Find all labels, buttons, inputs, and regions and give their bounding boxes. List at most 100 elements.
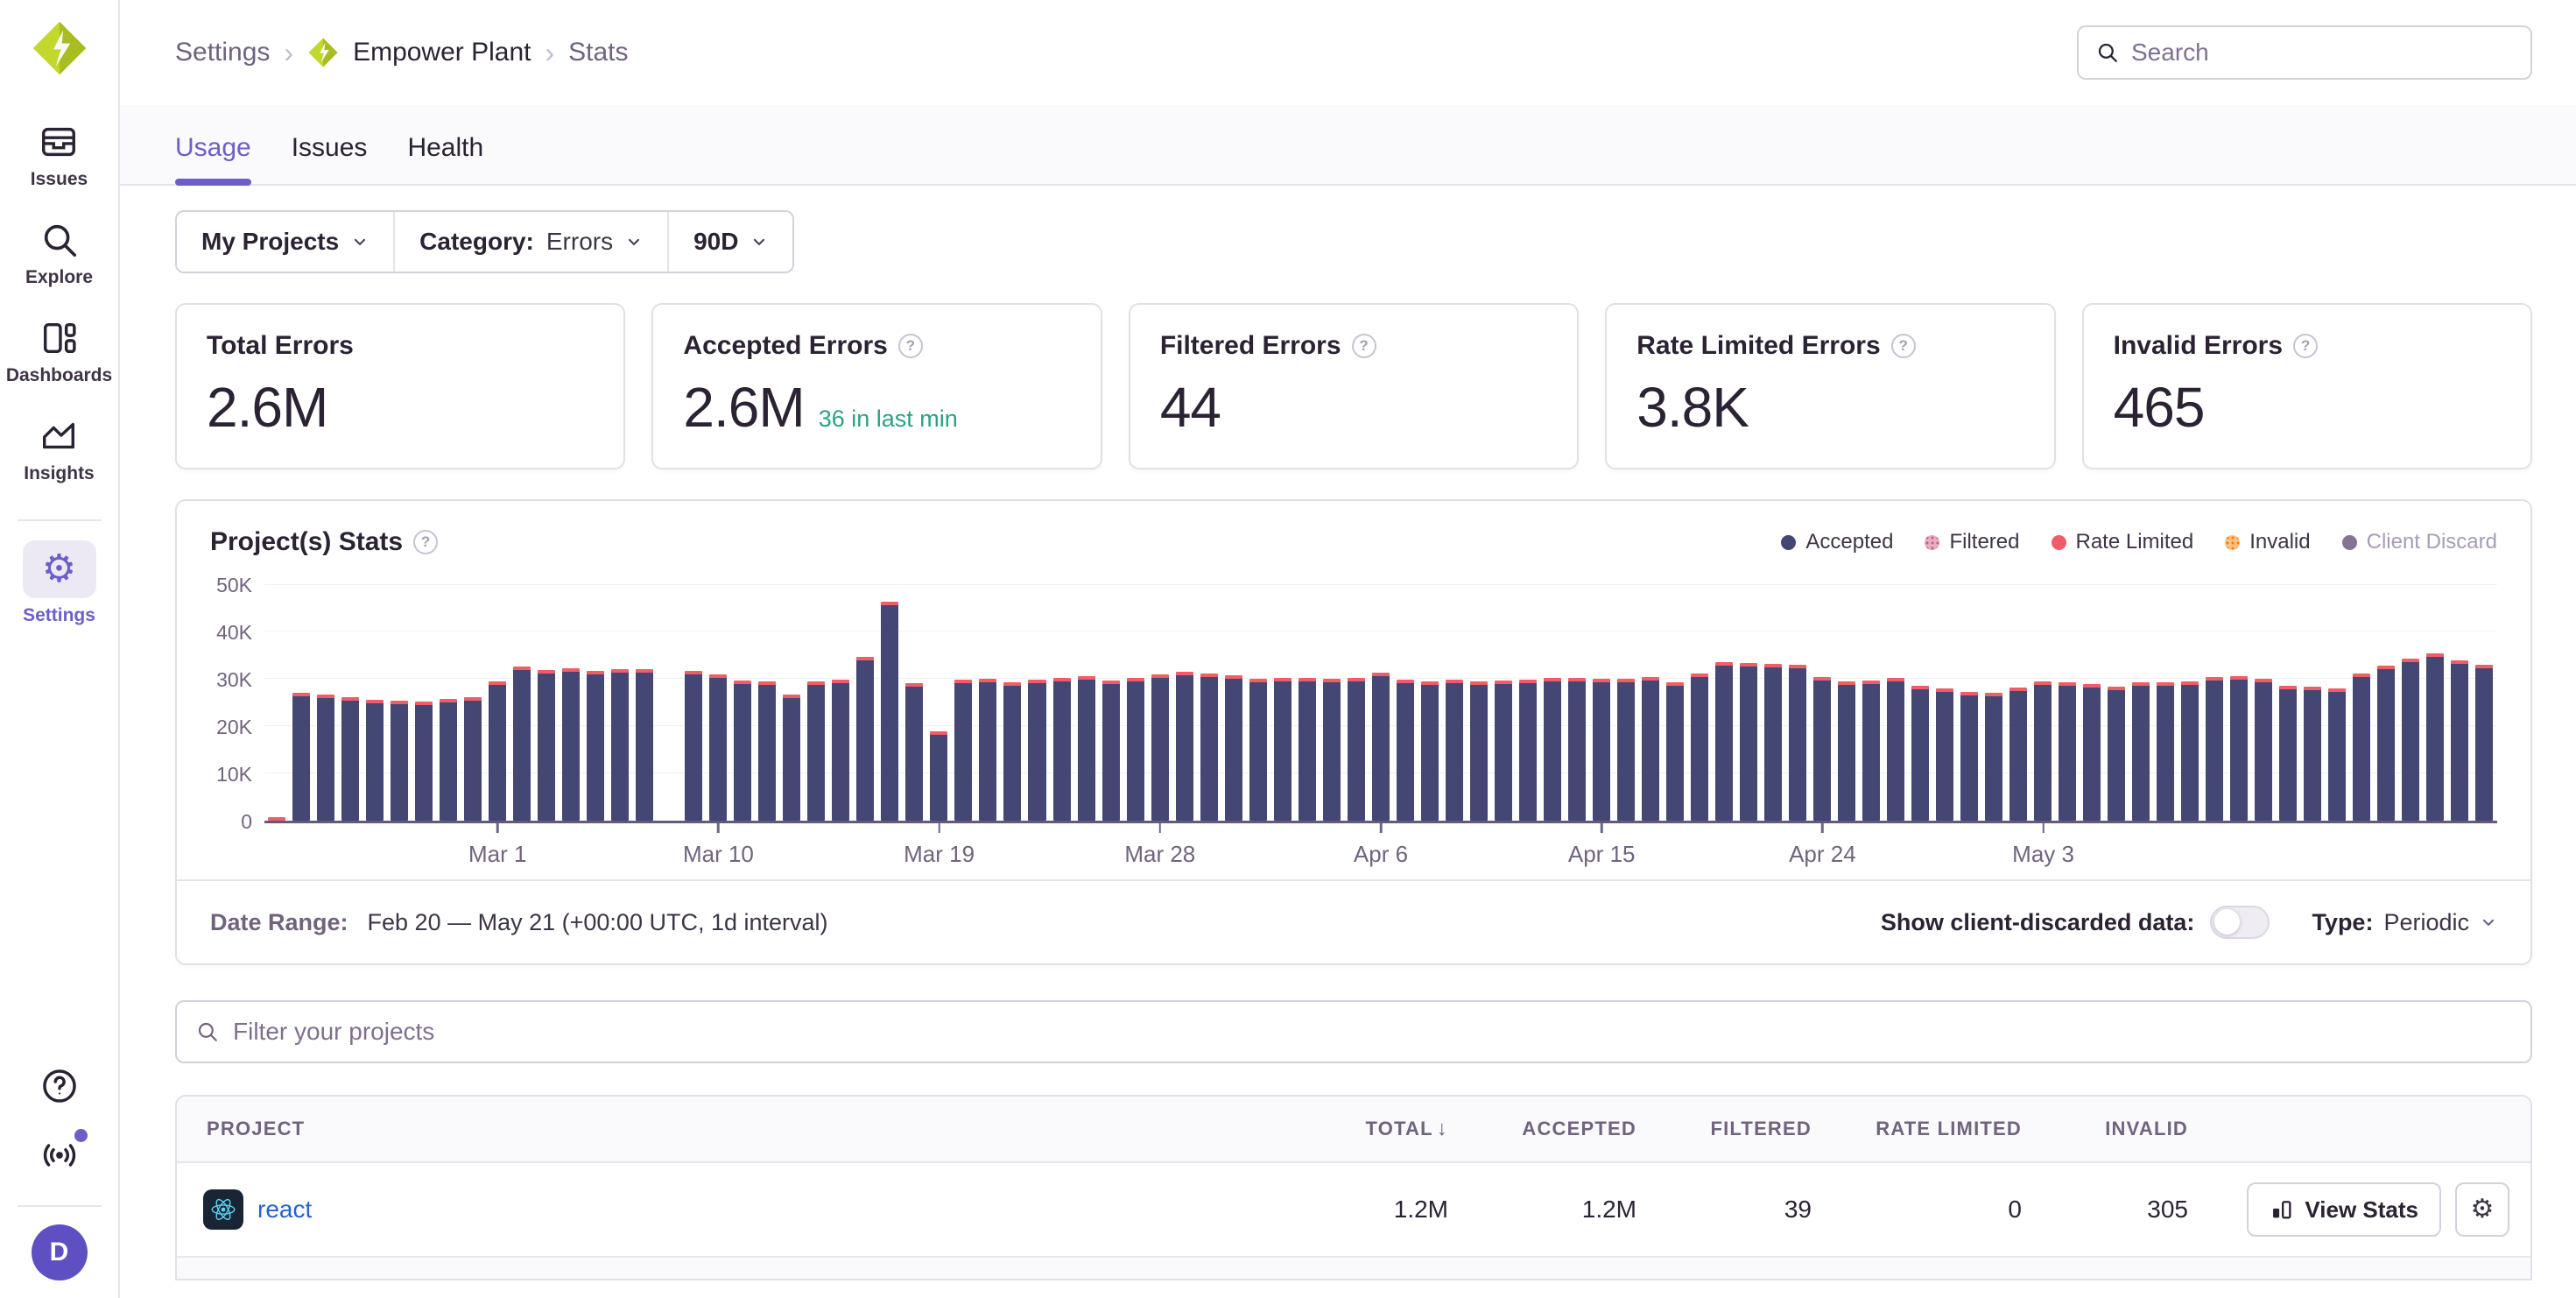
chart-bar [758,681,777,821]
column-header-filtered[interactable]: FILTERED [1710,1118,1812,1139]
stat-card-total-errors: Total Errors 2.6M [175,303,626,469]
avatar[interactable]: D [31,1224,88,1280]
cell-rate-limited: 0 [2008,1196,2022,1223]
info-icon[interactable]: ? [2293,334,2319,358]
info-icon[interactable]: ? [897,334,923,358]
chart-bar [2157,682,2175,821]
dashboards-icon [43,322,76,354]
chart-bar [1151,674,1169,821]
info-icon[interactable]: ? [413,530,439,554]
chart-bar [1371,673,1390,821]
type-label: Type: [2312,908,2374,935]
x-axis-label: May 3 [2012,841,2074,867]
help-button[interactable] [40,1067,79,1110]
category-filter-value: Errors [545,228,614,255]
legend-item-accepted[interactable]: Accepted [1781,530,1893,554]
legend-item-rate-limited[interactable]: Rate Limited [2051,530,2193,554]
project-filter-input[interactable]: Filter your projects [175,1000,2532,1063]
tab-health[interactable]: Health [407,133,484,162]
column-header-invalid[interactable]: INVALID [2105,1118,2188,1139]
legend-label: Invalid [2249,530,2311,554]
chart-bar [2377,666,2396,821]
tab-usage[interactable]: Usage [175,133,251,186]
legend-item-client-discard[interactable]: Client Discard [2341,530,2497,554]
chart-bar [1101,681,1120,821]
chart-bar [2230,676,2249,821]
filter-bar: My Projects Category: Errors 90D [175,210,795,273]
sidebar-item-insights[interactable]: Insights [24,416,95,484]
search-icon [44,224,76,257]
sentry-logo-icon[interactable] [31,19,88,81]
chart-bar [415,702,433,821]
legend-item-filtered[interactable]: Filtered [1925,530,2020,554]
type-dropdown[interactable]: Type: Periodic [2312,909,2497,936]
sidebar-item-dashboards[interactable]: Dashboards [6,318,112,386]
chart-bar [1322,679,1341,821]
breadcrumb-settings[interactable]: Settings [175,38,271,67]
sidebar-item-settings[interactable]: ⚙ Settings [22,540,96,626]
sidebar-item-explore[interactable]: Explore [25,220,93,288]
next-row-partial [177,1256,2530,1279]
chart-bar [1298,678,1316,821]
column-header-accepted[interactable]: ACCEPTED [1522,1118,1636,1139]
chart-bar [562,668,581,821]
chart-area: 0 10K 20K 30K 40K 50K [177,557,2530,833]
period-filter-value: 90D [693,228,739,255]
chevron-down-icon [754,238,765,245]
breadcrumb-org[interactable]: Empower Plant [353,38,531,67]
legend-label: Client Discard [2366,530,2497,554]
global-search-input[interactable]: Search [2077,25,2532,80]
sidebar-item-issues[interactable]: Issues [31,122,88,190]
stat-card-value: 3.8K [1636,376,1749,439]
notification-dot [74,1129,88,1142]
category-filter-label: Category: [419,228,534,255]
column-header-total[interactable]: TOTAL ↓ [1365,1117,1448,1140]
search-icon [2098,43,2117,62]
chart-bar [1665,682,1684,821]
broadcasts-button[interactable] [40,1129,88,1179]
column-header-project[interactable]: PROJECT [207,1118,306,1139]
chart-bar [1469,681,1488,821]
stat-card-value: 2.6M [207,376,328,439]
x-axis-tick [1158,823,1162,833]
sidebar-item-label: Insights [24,463,95,483]
chart-bar [1126,678,1144,821]
chart-bar [636,669,654,821]
org-logo-icon [307,37,339,68]
chart-y-axis: 0 10K 20K 30K 40K 50K [196,574,264,833]
x-axis-tick [1821,823,1824,833]
chart-bar [1887,678,1905,821]
x-axis-label: Mar 28 [1124,841,1196,867]
chart-bar [2279,686,2298,821]
projects-filter-label: My Projects [201,228,340,255]
x-axis-label: Mar 10 [682,841,754,867]
y-axis-label: 40K [216,621,252,644]
period-filter-dropdown[interactable]: 90D [667,212,792,272]
view-stats-button[interactable]: View Stats [2247,1182,2441,1237]
chart-bar [611,669,630,821]
chart-bar [1003,682,1022,821]
stat-card-title: Rate Limited Errors [1636,331,1881,360]
chart-bar [881,602,899,821]
legend-label: Filtered [1949,530,2020,554]
chart-bar [1714,662,1733,821]
chart-footer: Date Range: Feb 20 — May 21 (+00:00 UTC,… [177,879,2530,963]
cell-total: 1.2M [1393,1196,1448,1223]
info-icon[interactable]: ? [1890,334,1916,358]
legend-item-invalid[interactable]: Invalid [2225,530,2311,554]
projects-filter-dropdown[interactable]: My Projects [177,212,393,272]
category-filter-dropdown[interactable]: Category: Errors [393,212,667,272]
column-header-rate-limited[interactable]: RATE LIMITED [1876,1118,2022,1139]
legend-label: Accepted [1805,530,1894,554]
gear-icon: ⚙ [41,547,77,590]
chart-bar [513,667,531,821]
project-settings-button[interactable]: ⚙ [2455,1182,2509,1237]
chart-bar [2328,688,2347,821]
client-discard-toggle[interactable] [2210,906,2270,939]
tab-issues[interactable]: Issues [291,133,368,162]
stat-card-rate-limited-errors: Rate Limited Errors ? 3.8K [1605,303,2056,469]
chart-bar [1641,677,1659,821]
project-link[interactable]: react [257,1196,313,1223]
info-icon[interactable]: ? [1351,334,1376,358]
chart-bar [979,679,997,821]
